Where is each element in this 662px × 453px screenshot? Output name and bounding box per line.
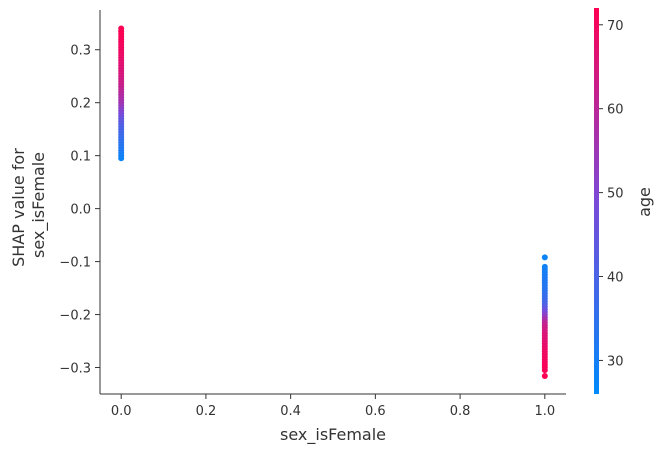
y-tick-label: 0.2 <box>70 97 91 112</box>
x-tick-label: 0.6 <box>365 404 386 419</box>
x-tick-label: 0.4 <box>280 404 301 419</box>
colorbar-tick-label: 50 <box>607 187 624 202</box>
x-axis-title: sex_isFemale <box>280 425 386 445</box>
x-axis-ticks: 0.0 0.2 0.4 0.6 0.8 1.0 <box>111 394 555 419</box>
y-tick-label: 0.1 <box>70 150 91 165</box>
y-tick-label: −0.3 <box>59 362 91 377</box>
y-axis-ticks: −0.3 −0.2 −0.1 0.0 0.1 0.2 0.3 <box>59 44 100 377</box>
colorbar-tick-label: 30 <box>607 354 624 369</box>
colorbar-title: age <box>635 187 654 217</box>
data-point <box>541 367 548 374</box>
y-axis-title: SHAP value for sex_isFemale <box>9 143 49 267</box>
y-axis-title-line-1: SHAP value for <box>9 148 28 267</box>
data-point <box>541 254 548 261</box>
x-tick-label: 0.0 <box>111 404 132 419</box>
y-tick-label: 0.3 <box>70 44 91 59</box>
y-axis-title-line-2: sex_isFemale <box>29 152 49 258</box>
y-tick-label: −0.2 <box>59 309 91 324</box>
colorbar-tick-label: 40 <box>607 271 624 286</box>
scatter-points <box>118 25 548 379</box>
y-tick-label: −0.1 <box>59 256 91 271</box>
data-point <box>118 25 125 32</box>
colorbar <box>594 8 599 394</box>
y-tick-label: 0.0 <box>70 203 91 218</box>
colorbar-ticks: 30 40 50 60 70 <box>599 19 624 369</box>
data-point <box>541 372 548 379</box>
x-tick-label: 1.0 <box>534 404 555 419</box>
colorbar-tick-label: 60 <box>607 103 624 118</box>
x-tick-label: 0.2 <box>196 404 217 419</box>
x-tick-label: 0.8 <box>450 404 471 419</box>
colorbar-tick-label: 70 <box>607 19 624 34</box>
